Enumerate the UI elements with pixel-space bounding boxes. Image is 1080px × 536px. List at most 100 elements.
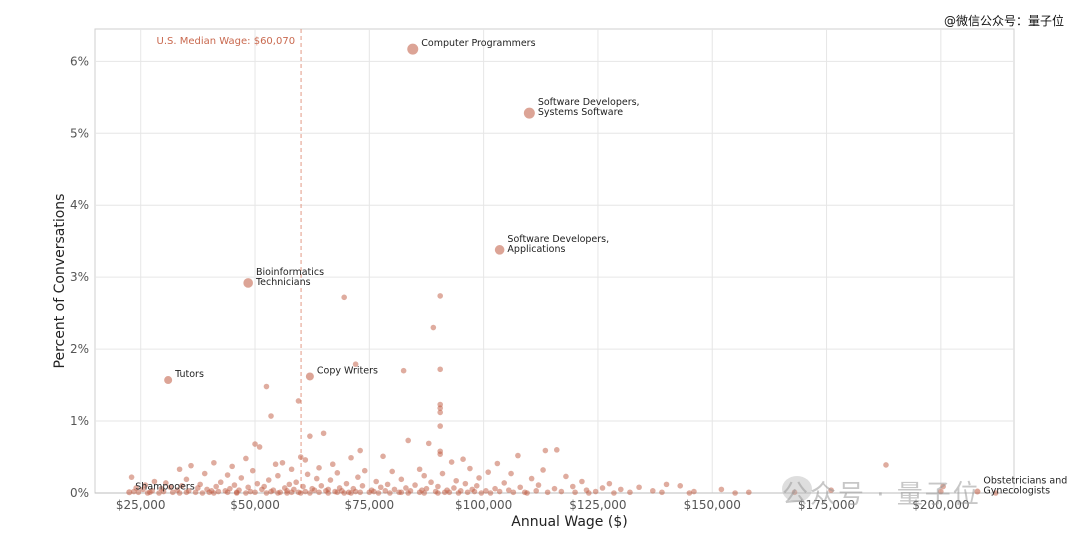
data-point (606, 480, 613, 487)
data-point (563, 473, 569, 480)
data-point (183, 476, 190, 483)
data-point (540, 467, 546, 473)
data-point (201, 470, 208, 477)
data-point (179, 483, 185, 489)
data-point (304, 471, 311, 478)
labeled-data-point (974, 488, 981, 495)
data-point (199, 490, 206, 496)
y-tick-label: 5% (70, 126, 89, 140)
data-point (167, 484, 174, 491)
x-tick-label: $125,000 (569, 498, 626, 512)
data-point (636, 484, 642, 491)
data-point (359, 483, 366, 489)
data-point (377, 484, 384, 491)
data-point (325, 490, 331, 496)
data-point (553, 447, 560, 453)
wechat-logo-watermark-icon (782, 476, 812, 502)
data-point (430, 324, 437, 331)
data-point (464, 489, 471, 496)
data-point (341, 490, 347, 496)
data-point (163, 480, 169, 486)
data-point (446, 489, 453, 496)
data-point (375, 490, 382, 496)
data-point (828, 487, 834, 493)
y-tick-label: 0% (70, 486, 89, 500)
point-annotation-label: Bioinformatics (256, 267, 324, 278)
data-point (243, 455, 249, 462)
data-point (307, 433, 313, 439)
data-point (348, 490, 354, 496)
data-point (366, 489, 373, 496)
data-point (361, 467, 368, 474)
data-point (288, 489, 295, 496)
data-point (128, 474, 135, 480)
data-point (510, 489, 517, 496)
y-tick-label: 2% (70, 342, 89, 356)
data-point (238, 475, 245, 481)
data-point (421, 490, 427, 496)
data-point (462, 480, 469, 487)
data-point (140, 486, 146, 493)
data-point (746, 489, 752, 496)
data-point (478, 490, 485, 496)
data-point (485, 469, 492, 475)
data-point (176, 490, 183, 496)
labeled-data-point (523, 107, 535, 119)
data-point (405, 490, 411, 496)
point-annotation-label: Obstetricians and (983, 476, 1067, 487)
data-point (279, 459, 286, 466)
data-point (284, 490, 290, 496)
data-point (542, 447, 549, 454)
data-point (355, 474, 361, 480)
data-point (373, 478, 379, 485)
data-point (229, 463, 235, 470)
data-point (357, 489, 363, 496)
labeled-data-point (243, 278, 253, 288)
data-point (371, 488, 377, 495)
data-point (441, 489, 448, 496)
point-annotation-label: Gynecologists (983, 486, 1050, 497)
data-point (233, 490, 240, 496)
data-point (428, 479, 434, 486)
data-point (403, 485, 409, 491)
data-point (297, 490, 304, 496)
point-annotation-label: Computer Programmers (421, 38, 535, 49)
data-point (245, 484, 251, 491)
x-tick-label: $50,000 (230, 498, 280, 512)
data-point (517, 484, 524, 491)
data-point (533, 488, 540, 494)
data-point (940, 483, 946, 490)
data-point (453, 477, 459, 484)
data-point (437, 366, 443, 373)
data-point (423, 485, 430, 492)
data-point (487, 490, 494, 496)
data-point (263, 383, 270, 390)
x-tick-label: $175,000 (798, 498, 855, 512)
data-point (384, 481, 391, 488)
data-point (439, 470, 446, 477)
data-point (627, 489, 633, 496)
data-point (515, 452, 521, 459)
data-point (663, 481, 670, 488)
data-point (437, 409, 443, 416)
data-point (263, 490, 270, 496)
data-point (380, 453, 386, 460)
data-point (254, 480, 261, 487)
data-point (142, 482, 149, 488)
data-point (295, 398, 302, 404)
data-point (617, 486, 624, 493)
data-point (718, 486, 725, 493)
data-point (451, 485, 457, 491)
data-point (732, 490, 738, 496)
data-point (131, 488, 137, 495)
data-point (677, 483, 684, 489)
data-point (243, 490, 249, 496)
x-tick-label: $75,000 (345, 498, 395, 512)
data-point (691, 488, 697, 495)
data-point (176, 466, 183, 473)
data-point (313, 475, 320, 482)
data-point (496, 488, 503, 495)
data-point (348, 454, 354, 461)
data-point (425, 440, 432, 447)
data-point (398, 489, 405, 496)
